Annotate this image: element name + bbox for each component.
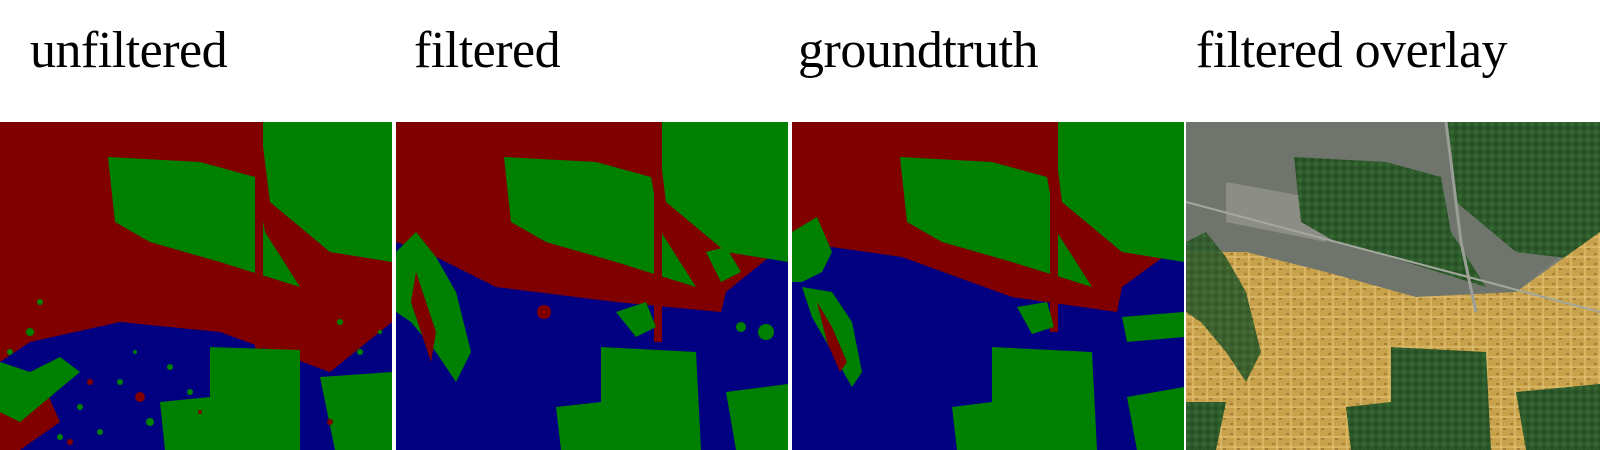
filtered-overlay-image [1186, 122, 1600, 450]
panel-filtered [396, 122, 788, 450]
label-groundtruth: groundtruth [798, 22, 1039, 79]
label-filtered-overlay: filtered overlay [1196, 22, 1508, 79]
panel-filtered-overlay [1186, 122, 1600, 450]
panel-groundtruth [792, 122, 1184, 450]
unfiltered-segmentation-map [0, 122, 392, 450]
groundtruth-segmentation-map [792, 122, 1184, 450]
label-filtered: filtered [414, 22, 561, 79]
panel-unfiltered [0, 122, 392, 450]
filtered-segmentation-map [396, 122, 788, 450]
label-unfiltered: unfiltered [30, 22, 228, 79]
